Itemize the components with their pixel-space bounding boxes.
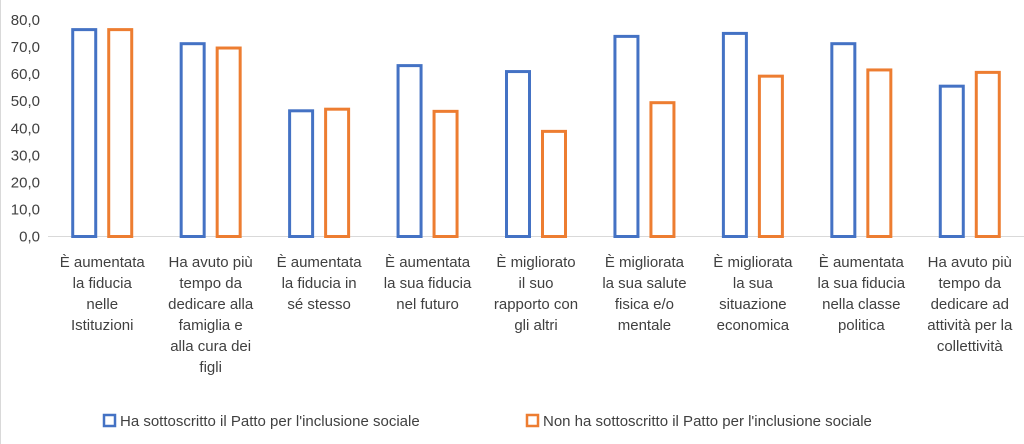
legend-label-series-1: Ha sottoscritto il Patto per l'inclusion… bbox=[120, 413, 420, 430]
bar-series-1-category-6 bbox=[613, 34, 640, 239]
y-tick-label: 10,0 bbox=[11, 201, 40, 218]
category-label: È migliorata la sua situazione economica bbox=[713, 254, 793, 334]
bar-series-1-category-5 bbox=[505, 70, 531, 238]
bar-series-2-category-1 bbox=[107, 28, 134, 239]
bar-series-2-category-5 bbox=[541, 129, 567, 238]
category-label: Ha avuto più tempo da dedicare ad attività … bbox=[927, 254, 1013, 355]
legend: Ha sottoscritto il Patto per l'inclusion… bbox=[102, 413, 872, 430]
category-label: È migliorato il suo rapporto con gli altri bbox=[494, 254, 578, 334]
category-label: Ha avuto più tempo da dedicare alla famigli… bbox=[168, 254, 254, 376]
y-tick-label: 80,0 bbox=[11, 12, 40, 29]
y-tick-label: 20,0 bbox=[11, 174, 40, 191]
category-label: È aumentata la fiducia nelle Istituzioni bbox=[60, 254, 146, 334]
category-label: È migliorata la sua salute fisica e/o menta… bbox=[602, 254, 686, 334]
legend-swatch-series-1 bbox=[102, 413, 117, 428]
category-label: È aumentata la fiducia in sé stesso bbox=[277, 254, 363, 313]
y-tick-label: 60,0 bbox=[11, 66, 40, 83]
bar-series-2-category-3 bbox=[324, 107, 351, 238]
bar-series-2-category-2 bbox=[215, 46, 242, 238]
legend-label-series-2: Non ha sottoscritto il Patto per l'inclu… bbox=[543, 413, 872, 430]
category-label: È aumentata la sua fiducia nel futuro bbox=[384, 254, 472, 313]
bar-series-1-category-2 bbox=[179, 42, 206, 238]
bar-series-2-category-7 bbox=[757, 74, 784, 239]
bar-series-2-category-8 bbox=[866, 68, 893, 238]
legend-swatch-series-2 bbox=[525, 413, 540, 428]
y-tick-label: 50,0 bbox=[11, 93, 40, 110]
y-tick-label: 30,0 bbox=[11, 147, 40, 164]
category-labels: È aumentata la fiducia nelle Istituzioni Ha … bbox=[60, 254, 1013, 376]
bar-series-2-category-9 bbox=[974, 70, 1001, 238]
y-tick-label: 0,0 bbox=[19, 229, 40, 246]
bar-series-1-category-9 bbox=[938, 84, 965, 238]
bar-series-2-category-4 bbox=[432, 109, 459, 238]
left-border-line bbox=[0, 0, 1, 444]
bar-series-1-category-7 bbox=[721, 31, 748, 238]
y-axis: 0,0 10,0 20,0 30,0 40,0 50,0 60,0 70,0 80,0 bbox=[11, 12, 40, 246]
bar-series-1-category-8 bbox=[830, 42, 857, 238]
bar-series-1-category-4 bbox=[396, 64, 423, 238]
bars-group bbox=[71, 28, 1001, 239]
bar-series-1-category-3 bbox=[288, 109, 315, 238]
bar-series-1-category-1 bbox=[71, 28, 98, 239]
bar-series-2-category-6 bbox=[649, 101, 676, 238]
y-tick-label: 40,0 bbox=[11, 120, 40, 137]
y-tick-label: 70,0 bbox=[11, 39, 40, 56]
category-label: È aumentata la sua fiducia nella classe pol… bbox=[818, 254, 906, 334]
